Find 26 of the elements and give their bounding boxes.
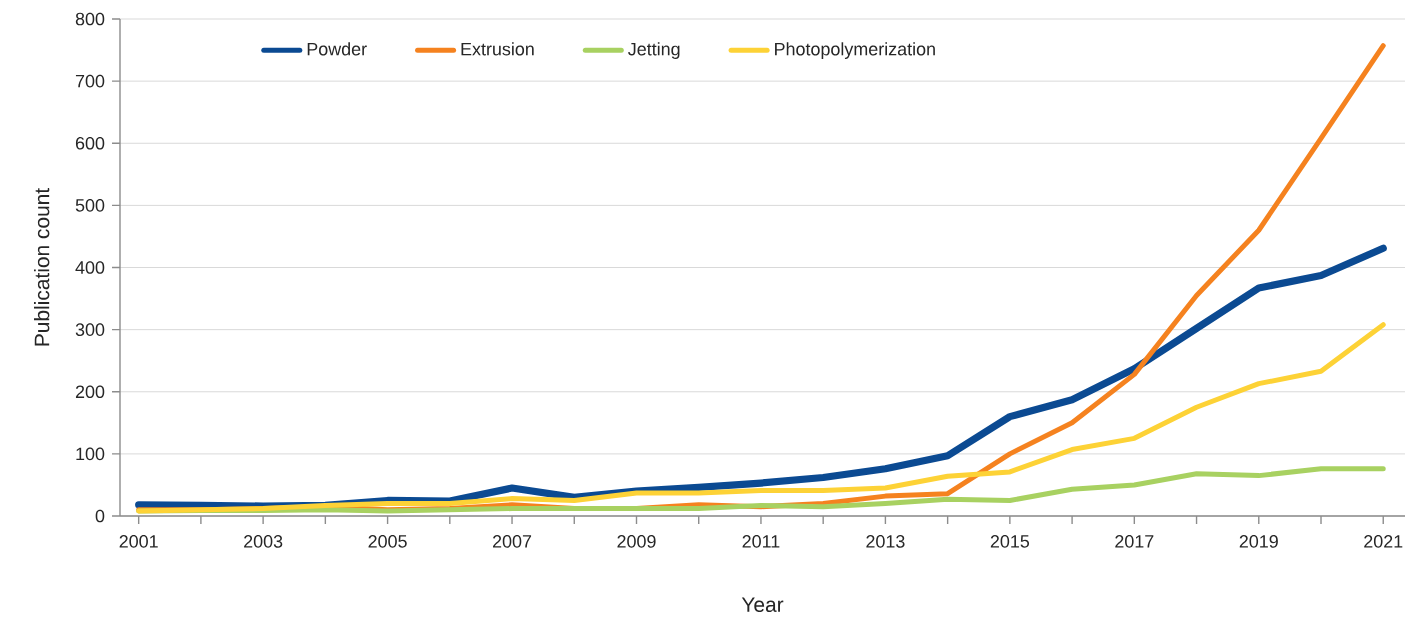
x-tick-label: 2007 <box>493 535 532 548</box>
y-tick-label: 100 <box>76 447 105 461</box>
x-tick-label: 2005 <box>368 535 407 548</box>
x-tick-label: 2021 <box>1364 535 1403 548</box>
legend-label: Photopolymerization <box>775 42 935 59</box>
y-tick-label: 200 <box>75 385 105 399</box>
y-tick-label: 300 <box>75 323 105 336</box>
y-axis-title: Publication count <box>34 188 50 346</box>
x-tick-label: 2013 <box>866 535 905 548</box>
x-tick-label: 2003 <box>244 535 283 548</box>
y-tick-label: 600 <box>75 136 105 150</box>
x-tick-label: 2001 <box>119 535 158 548</box>
legend-label: Jetting <box>628 42 680 59</box>
legend-label: Powder <box>307 42 367 56</box>
legend-label: Extrusion <box>461 42 534 56</box>
y-tick-label: 800 <box>75 12 105 26</box>
y-tick-label: 400 <box>75 261 105 274</box>
x-axis-title: Year <box>741 597 784 613</box>
x-tick-label: 2011 <box>742 535 780 548</box>
x-tick-label: 2019 <box>1239 535 1278 548</box>
x-tick-label: 2009 <box>617 535 656 548</box>
y-tick-label: 500 <box>75 199 105 212</box>
x-tick-label: 2017 <box>1115 535 1154 548</box>
y-tick-label: 700 <box>75 74 105 88</box>
x-tick-label: 2015 <box>990 535 1030 548</box>
y-tick-label: 0 <box>95 509 105 523</box>
